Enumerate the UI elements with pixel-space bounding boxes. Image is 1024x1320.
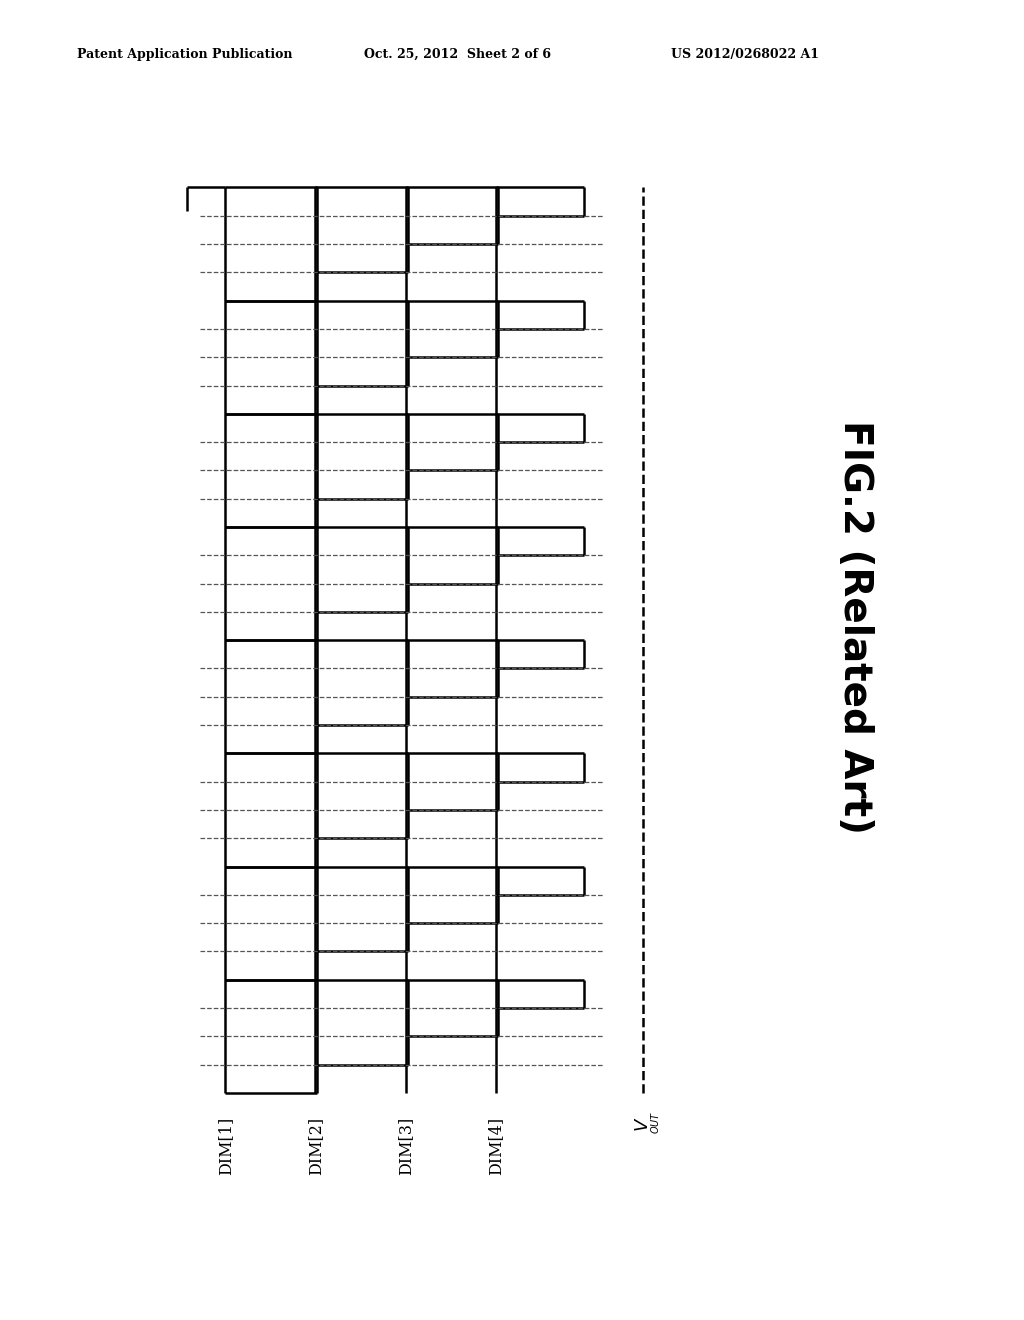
- Text: $_{OUT}$: $_{OUT}$: [648, 1110, 663, 1134]
- Text: DIM[4]: DIM[4]: [487, 1117, 504, 1175]
- Text: $V$: $V$: [634, 1117, 652, 1133]
- Text: FIG.2 (Related Art): FIG.2 (Related Art): [836, 420, 874, 834]
- Text: DIM[2]: DIM[2]: [307, 1117, 324, 1175]
- Text: DIM[3]: DIM[3]: [397, 1117, 414, 1175]
- Text: DIM[1]: DIM[1]: [217, 1117, 233, 1175]
- Text: Patent Application Publication: Patent Application Publication: [77, 48, 292, 61]
- Text: US 2012/0268022 A1: US 2012/0268022 A1: [671, 48, 819, 61]
- Text: Oct. 25, 2012  Sheet 2 of 6: Oct. 25, 2012 Sheet 2 of 6: [364, 48, 551, 61]
